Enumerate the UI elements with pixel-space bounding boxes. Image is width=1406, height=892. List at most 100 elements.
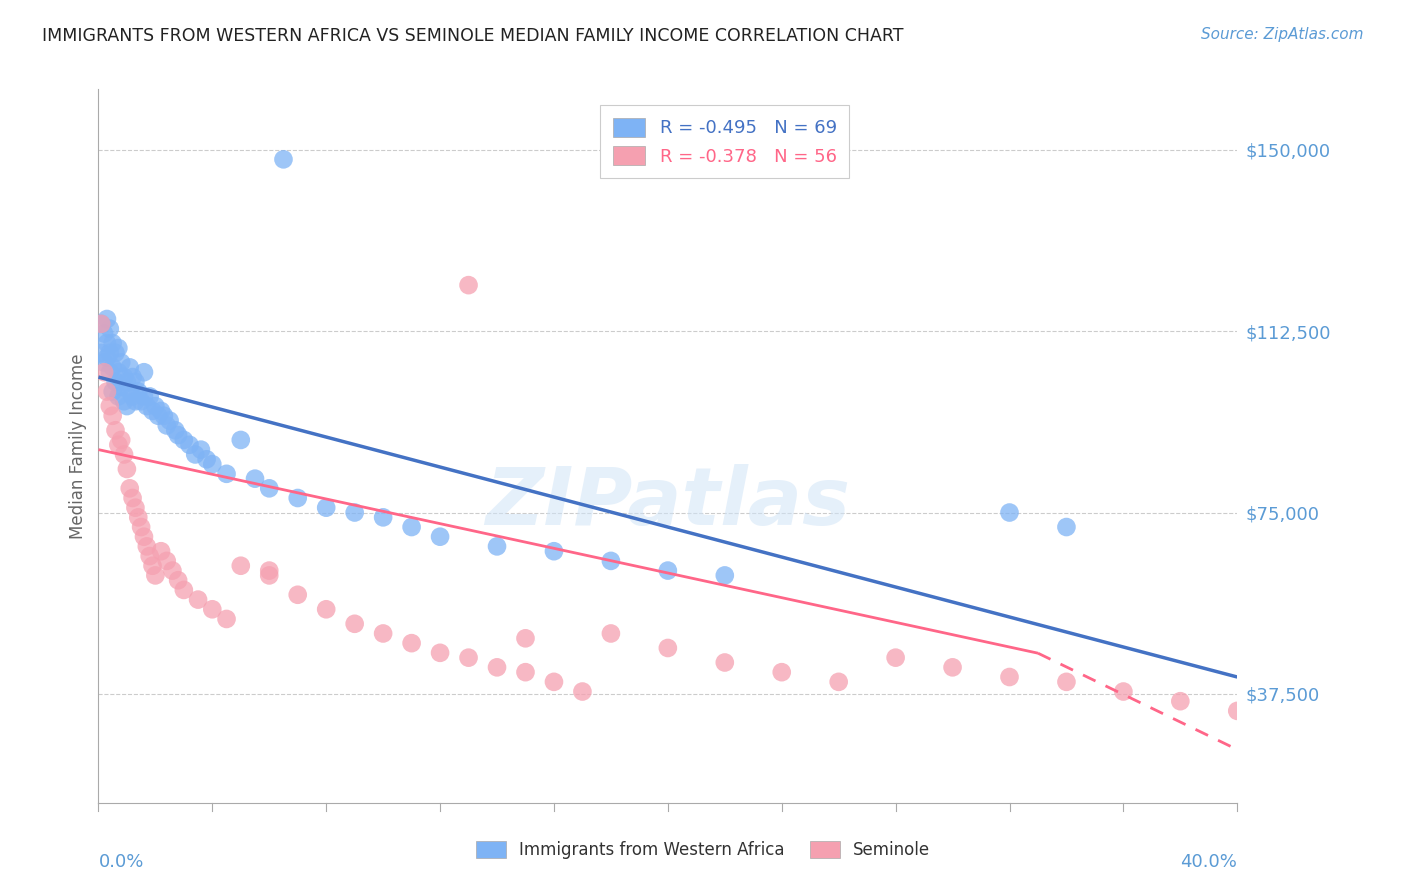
Point [373, 510, 395, 524]
Point [486, 660, 509, 674]
Legend: Immigrants from Western Africa, Seminole: Immigrants from Western Africa, Seminole [470, 834, 936, 866]
Point [129, 394, 152, 409]
Point [373, 626, 395, 640]
Point [124, 500, 146, 515]
Point [138, 549, 160, 563]
Point [93, 355, 115, 369]
Point [98, 321, 121, 335]
Point [1056, 674, 1078, 689]
Text: 0.0%: 0.0% [98, 853, 143, 871]
Point [179, 438, 201, 452]
Point [110, 433, 132, 447]
Point [173, 582, 195, 597]
Text: Source: ZipAtlas.com: Source: ZipAtlas.com [1201, 27, 1364, 42]
Point [1226, 704, 1249, 718]
Point [1170, 694, 1192, 708]
Point [657, 564, 679, 578]
Point [132, 530, 155, 544]
Point [259, 481, 281, 495]
Point [107, 341, 129, 355]
Point [132, 389, 155, 403]
Point [770, 665, 793, 680]
Point [115, 375, 138, 389]
Point [145, 399, 167, 413]
Point [115, 462, 138, 476]
Point [115, 399, 138, 413]
Point [401, 520, 423, 534]
Point [942, 660, 965, 674]
Point [714, 568, 737, 582]
Point [121, 370, 143, 384]
Point [107, 389, 129, 403]
Point [104, 423, 127, 437]
Point [243, 472, 266, 486]
Point [190, 442, 212, 457]
Point [90, 317, 112, 331]
Point [714, 656, 737, 670]
Point [401, 636, 423, 650]
Point [287, 491, 309, 505]
Point [457, 278, 479, 293]
Point [167, 574, 190, 588]
Point [101, 384, 124, 399]
Point [145, 568, 167, 582]
Point [657, 640, 679, 655]
Point [1056, 520, 1078, 534]
Legend: R = -0.495   N = 69, R = -0.378   N = 56: R = -0.495 N = 69, R = -0.378 N = 56 [600, 105, 849, 178]
Point [162, 564, 184, 578]
Text: IMMIGRANTS FROM WESTERN AFRICA VS SEMINOLE MEDIAN FAMILY INCOME CORRELATION CHAR: IMMIGRANTS FROM WESTERN AFRICA VS SEMINO… [42, 27, 904, 45]
Point [98, 346, 121, 360]
Point [96, 336, 118, 351]
Point [112, 447, 135, 461]
Point [98, 365, 121, 379]
Point [571, 684, 593, 698]
Point [132, 365, 155, 379]
Point [515, 632, 537, 646]
Point [121, 389, 143, 403]
Point [165, 423, 187, 437]
Point [201, 457, 224, 471]
Point [153, 409, 176, 423]
Point [127, 510, 149, 524]
Point [124, 394, 146, 409]
Point [343, 506, 366, 520]
Point [259, 564, 281, 578]
Point [229, 558, 252, 573]
Point [998, 506, 1021, 520]
Point [543, 544, 565, 558]
Point [159, 414, 181, 428]
Point [101, 336, 124, 351]
Point [104, 346, 127, 360]
Point [110, 380, 132, 394]
Point [287, 588, 309, 602]
Point [112, 370, 135, 384]
Point [173, 433, 195, 447]
Point [543, 674, 565, 689]
Point [195, 452, 218, 467]
Point [104, 375, 127, 389]
Point [273, 153, 295, 167]
Point [141, 558, 163, 573]
Point [90, 346, 112, 360]
Point [315, 602, 337, 616]
Text: 40.0%: 40.0% [1181, 853, 1237, 871]
Point [93, 326, 115, 341]
Point [515, 665, 537, 680]
Point [135, 399, 157, 413]
Point [118, 360, 141, 375]
Point [101, 360, 124, 375]
Point [150, 544, 173, 558]
Point [156, 418, 179, 433]
Point [184, 447, 207, 461]
Point [96, 384, 118, 399]
Point [998, 670, 1021, 684]
Text: ZIPatlas: ZIPatlas [485, 464, 851, 542]
Point [90, 317, 112, 331]
Point [215, 612, 238, 626]
Point [112, 394, 135, 409]
Point [110, 355, 132, 369]
Point [156, 554, 179, 568]
Point [343, 616, 366, 631]
Point [101, 409, 124, 423]
Point [118, 384, 141, 399]
